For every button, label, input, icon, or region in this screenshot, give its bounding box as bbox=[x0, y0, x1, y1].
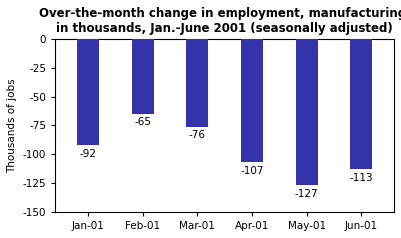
Text: -127: -127 bbox=[295, 189, 318, 199]
Bar bbox=[241, 39, 263, 162]
Text: -65: -65 bbox=[134, 117, 151, 127]
Text: -107: -107 bbox=[240, 166, 264, 176]
Text: -113: -113 bbox=[349, 173, 373, 183]
Bar bbox=[350, 39, 372, 169]
Text: -76: -76 bbox=[189, 130, 206, 140]
Bar bbox=[132, 39, 154, 114]
Bar bbox=[77, 39, 99, 145]
Bar bbox=[186, 39, 208, 127]
Title: Over-the-month change in employment, manufacturing,
in thousands, Jan.-June 2001: Over-the-month change in employment, man… bbox=[39, 7, 401, 35]
Y-axis label: Thousands of jobs: Thousands of jobs bbox=[7, 78, 17, 173]
Text: -92: -92 bbox=[79, 149, 97, 159]
Bar bbox=[296, 39, 318, 185]
